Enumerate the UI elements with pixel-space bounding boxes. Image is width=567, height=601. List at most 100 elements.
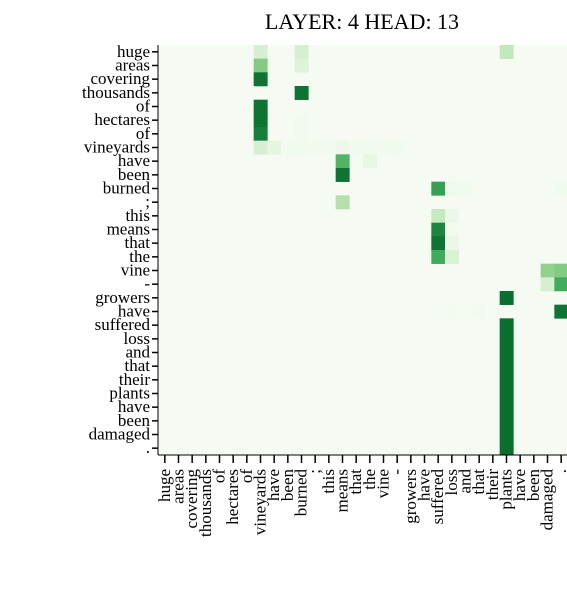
- heatmap-cell: [335, 195, 350, 210]
- heatmap-cell: [445, 222, 459, 237]
- heatmap-cell: [499, 427, 514, 442]
- heatmap-cell: [554, 304, 567, 319]
- heatmap-cell: [499, 373, 514, 387]
- heatmap-cell: [554, 181, 567, 196]
- y-tick-label: ;: [145, 192, 150, 211]
- y-tick-label: .: [146, 438, 150, 457]
- heatmap-cell: [431, 209, 446, 223]
- heatmap-cell: [294, 45, 309, 59]
- heatmap-cell: [363, 154, 377, 169]
- heatmap-cell: [499, 414, 514, 428]
- y-tick-label: of: [136, 97, 151, 116]
- x-tick-label: have: [510, 469, 529, 501]
- heatmap-cell: [431, 222, 446, 237]
- heatmap-cell: [363, 140, 377, 155]
- heatmap-cell: [431, 181, 446, 196]
- y-tick-label: loss: [124, 329, 150, 348]
- heatmap-cell: [499, 359, 514, 374]
- heatmap-cell: [445, 209, 459, 223]
- y-tick-label: vine: [121, 261, 150, 280]
- x-tick-label: of: [237, 469, 256, 484]
- heatmap-cell: [499, 441, 514, 456]
- y-tick-label: that: [125, 356, 151, 375]
- heatmap-cell: [281, 140, 295, 155]
- x-tick-label: damaged: [538, 469, 557, 531]
- heatmap-cell: [294, 113, 309, 128]
- heatmap-cell: [431, 250, 446, 264]
- heatmap-cell: [499, 332, 514, 346]
- y-tick-label: have: [118, 302, 150, 321]
- heatmap-cell: [335, 140, 350, 155]
- x-tick-label: that: [346, 469, 365, 495]
- y-tick-label: the: [129, 247, 150, 266]
- y-tick-label: vineyards: [84, 138, 150, 157]
- heatmap-cell: [445, 236, 459, 251]
- x-tick-label: the: [360, 469, 379, 490]
- y-tick-label: thousands: [82, 83, 150, 102]
- y-tick-label: of: [136, 124, 151, 143]
- y-tick-label: that: [125, 233, 151, 252]
- y-tick-label: burned: [103, 179, 151, 198]
- heatmap-cell: [294, 86, 309, 100]
- heatmap-cell: [472, 304, 487, 319]
- x-tick-label: their: [483, 469, 502, 500]
- heatmap-cell: [308, 140, 323, 155]
- heatmap-cell: [267, 140, 282, 155]
- heatmap-cell: [294, 140, 309, 155]
- y-tick-label: growers: [95, 288, 150, 307]
- heatmap-cell: [431, 236, 446, 251]
- heatmap-cell: [499, 386, 514, 401]
- heatmap-cell: [335, 154, 350, 169]
- heatmap-cell: [253, 140, 268, 155]
- heatmap-cell: [390, 140, 405, 155]
- y-tick-label: means: [107, 220, 150, 239]
- heatmap-cell: [540, 277, 555, 292]
- heatmap-cell: [253, 45, 268, 59]
- y-tick-label: hectares: [94, 110, 150, 129]
- heatmap-cell: [294, 58, 309, 73]
- x-tick-label: thousands: [196, 469, 215, 537]
- y-tick-label: been: [118, 411, 151, 430]
- y-tick-label: suffered: [95, 315, 151, 334]
- heatmap-cell: [499, 318, 514, 333]
- heatmap-cell: [349, 140, 364, 155]
- x-tick-label: plants: [497, 469, 516, 510]
- x-tick-label: been: [524, 469, 543, 502]
- heatmap-cell: [499, 291, 514, 305]
- x-tick-label: burned: [292, 469, 311, 517]
- heatmap-background: [158, 45, 567, 455]
- heatmap-cell: [445, 181, 459, 196]
- x-tick-label: .: [551, 469, 567, 473]
- y-tick-label: and: [125, 343, 150, 362]
- x-tick-label: ;: [305, 469, 324, 474]
- heatmap-cell: [294, 127, 309, 141]
- x-tick-label: vineyards: [251, 469, 270, 535]
- x-tick-label: have: [264, 469, 283, 501]
- y-tick-label: their: [119, 370, 150, 389]
- x-tick-label: of: [210, 469, 229, 484]
- heatmap-cell: [499, 400, 514, 415]
- x-axis: hugeareascoveringthousandsofhectaresofvi…: [155, 454, 567, 537]
- heatmap-cell: [253, 99, 268, 114]
- chart-title: LAYER: 4 HEAD: 13: [265, 9, 459, 34]
- heatmap-cell: [253, 127, 268, 141]
- heatmap-cell: [376, 140, 391, 155]
- x-tick-label: -: [387, 469, 406, 475]
- x-tick-label: huge: [155, 469, 174, 502]
- x-tick-label: hectares: [223, 469, 242, 525]
- heatmap-cell: [554, 263, 567, 278]
- heatmap-cell: [540, 263, 555, 278]
- y-tick-label: damaged: [89, 425, 151, 444]
- heatmap-cells: [158, 45, 567, 456]
- x-tick-label: means: [333, 469, 352, 512]
- heatmap-cell: [554, 277, 567, 292]
- x-tick-label: areas: [169, 469, 188, 504]
- y-tick-label: -: [144, 274, 150, 293]
- heatmap-cell: [445, 304, 459, 319]
- y-tick-label: have: [118, 151, 150, 170]
- y-axis: hugeareascoveringthousandsofhectaresofvi…: [82, 42, 159, 457]
- heatmap-cell: [253, 58, 268, 73]
- x-tick-label: that: [469, 469, 488, 495]
- y-tick-label: huge: [117, 42, 150, 61]
- heatmap-cell: [335, 168, 350, 182]
